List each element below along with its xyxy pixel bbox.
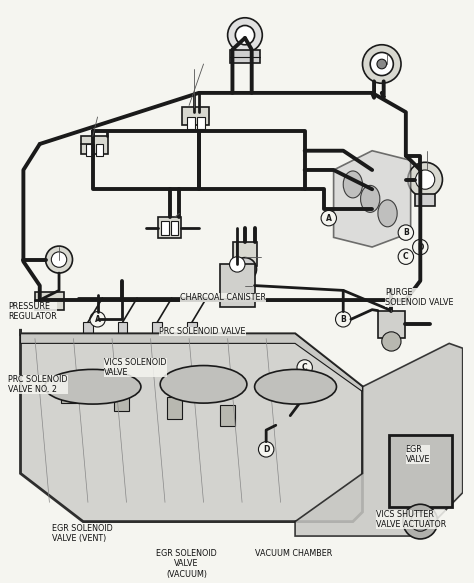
Bar	[153, 322, 162, 336]
Text: C: C	[403, 252, 409, 261]
Text: EGR SOLENOID
VALVE (VENT): EGR SOLENOID VALVE (VENT)	[52, 524, 112, 543]
Text: C: C	[302, 363, 308, 372]
Circle shape	[46, 246, 73, 273]
Bar	[114, 389, 129, 411]
Text: VICS SHUTTER
VALVE ACTUATOR: VICS SHUTTER VALVE ACTUATOR	[376, 510, 446, 529]
Ellipse shape	[255, 370, 337, 404]
Circle shape	[403, 504, 438, 539]
Bar	[167, 398, 182, 419]
Text: B: B	[403, 228, 409, 237]
Bar	[61, 382, 76, 403]
Circle shape	[228, 17, 262, 52]
Text: PRESSURE
REGULATOR: PRESSURE REGULATOR	[9, 302, 57, 321]
Circle shape	[363, 45, 401, 83]
Bar	[220, 264, 255, 307]
Bar	[229, 50, 260, 63]
Text: B: B	[340, 315, 346, 324]
Bar	[161, 221, 169, 234]
Bar	[182, 107, 210, 125]
Bar	[187, 117, 195, 129]
Ellipse shape	[361, 185, 380, 212]
Ellipse shape	[160, 366, 247, 403]
Circle shape	[410, 512, 430, 531]
Polygon shape	[295, 343, 463, 536]
Circle shape	[412, 240, 428, 255]
Polygon shape	[20, 329, 363, 522]
Bar	[96, 144, 103, 156]
Bar	[83, 322, 93, 336]
Bar	[390, 435, 452, 507]
Text: PURGE
SOLENOID VALVE: PURGE SOLENOID VALVE	[385, 288, 454, 307]
Circle shape	[370, 52, 393, 76]
Text: CHARCOAL CANISTER: CHARCOAL CANISTER	[180, 293, 265, 303]
Text: VACUUM CHAMBER: VACUUM CHAMBER	[255, 549, 332, 558]
Circle shape	[321, 210, 337, 226]
Text: EGR SOLENOID
VALVE
(VACUUM): EGR SOLENOID VALVE (VACUUM)	[156, 549, 217, 579]
Text: D: D	[417, 243, 423, 251]
Bar	[416, 194, 435, 206]
Text: VICS SOLENOID
VALVE: VICS SOLENOID VALVE	[104, 358, 167, 377]
Bar	[35, 292, 64, 310]
Bar	[187, 322, 197, 336]
Bar	[233, 242, 256, 266]
Text: A: A	[326, 213, 332, 223]
Bar	[81, 136, 108, 153]
Circle shape	[233, 258, 256, 281]
Circle shape	[90, 311, 105, 327]
Bar	[220, 405, 235, 426]
Bar	[118, 322, 128, 336]
Bar	[86, 144, 94, 156]
Bar	[197, 117, 204, 129]
Circle shape	[416, 170, 435, 189]
Bar	[378, 311, 405, 338]
Circle shape	[398, 225, 413, 240]
Bar	[158, 217, 182, 238]
Circle shape	[258, 442, 274, 457]
Circle shape	[51, 252, 67, 267]
Circle shape	[229, 257, 245, 272]
Text: PRC SOLENOID
VALVE NO. 2: PRC SOLENOID VALVE NO. 2	[9, 375, 68, 394]
Polygon shape	[20, 333, 363, 392]
Bar	[171, 221, 179, 234]
Ellipse shape	[45, 370, 141, 404]
Ellipse shape	[343, 171, 363, 198]
Circle shape	[297, 360, 312, 375]
Circle shape	[235, 26, 255, 45]
Circle shape	[398, 249, 413, 264]
Text: EGR
VALVE: EGR VALVE	[406, 445, 430, 465]
Circle shape	[408, 162, 442, 197]
Circle shape	[336, 311, 351, 327]
Text: PRC SOLENOID VALVE: PRC SOLENOID VALVE	[159, 327, 246, 336]
Polygon shape	[334, 151, 410, 247]
Circle shape	[377, 59, 387, 69]
Ellipse shape	[378, 200, 397, 227]
Text: A: A	[95, 315, 100, 324]
Text: D: D	[263, 445, 269, 454]
Circle shape	[382, 332, 401, 351]
